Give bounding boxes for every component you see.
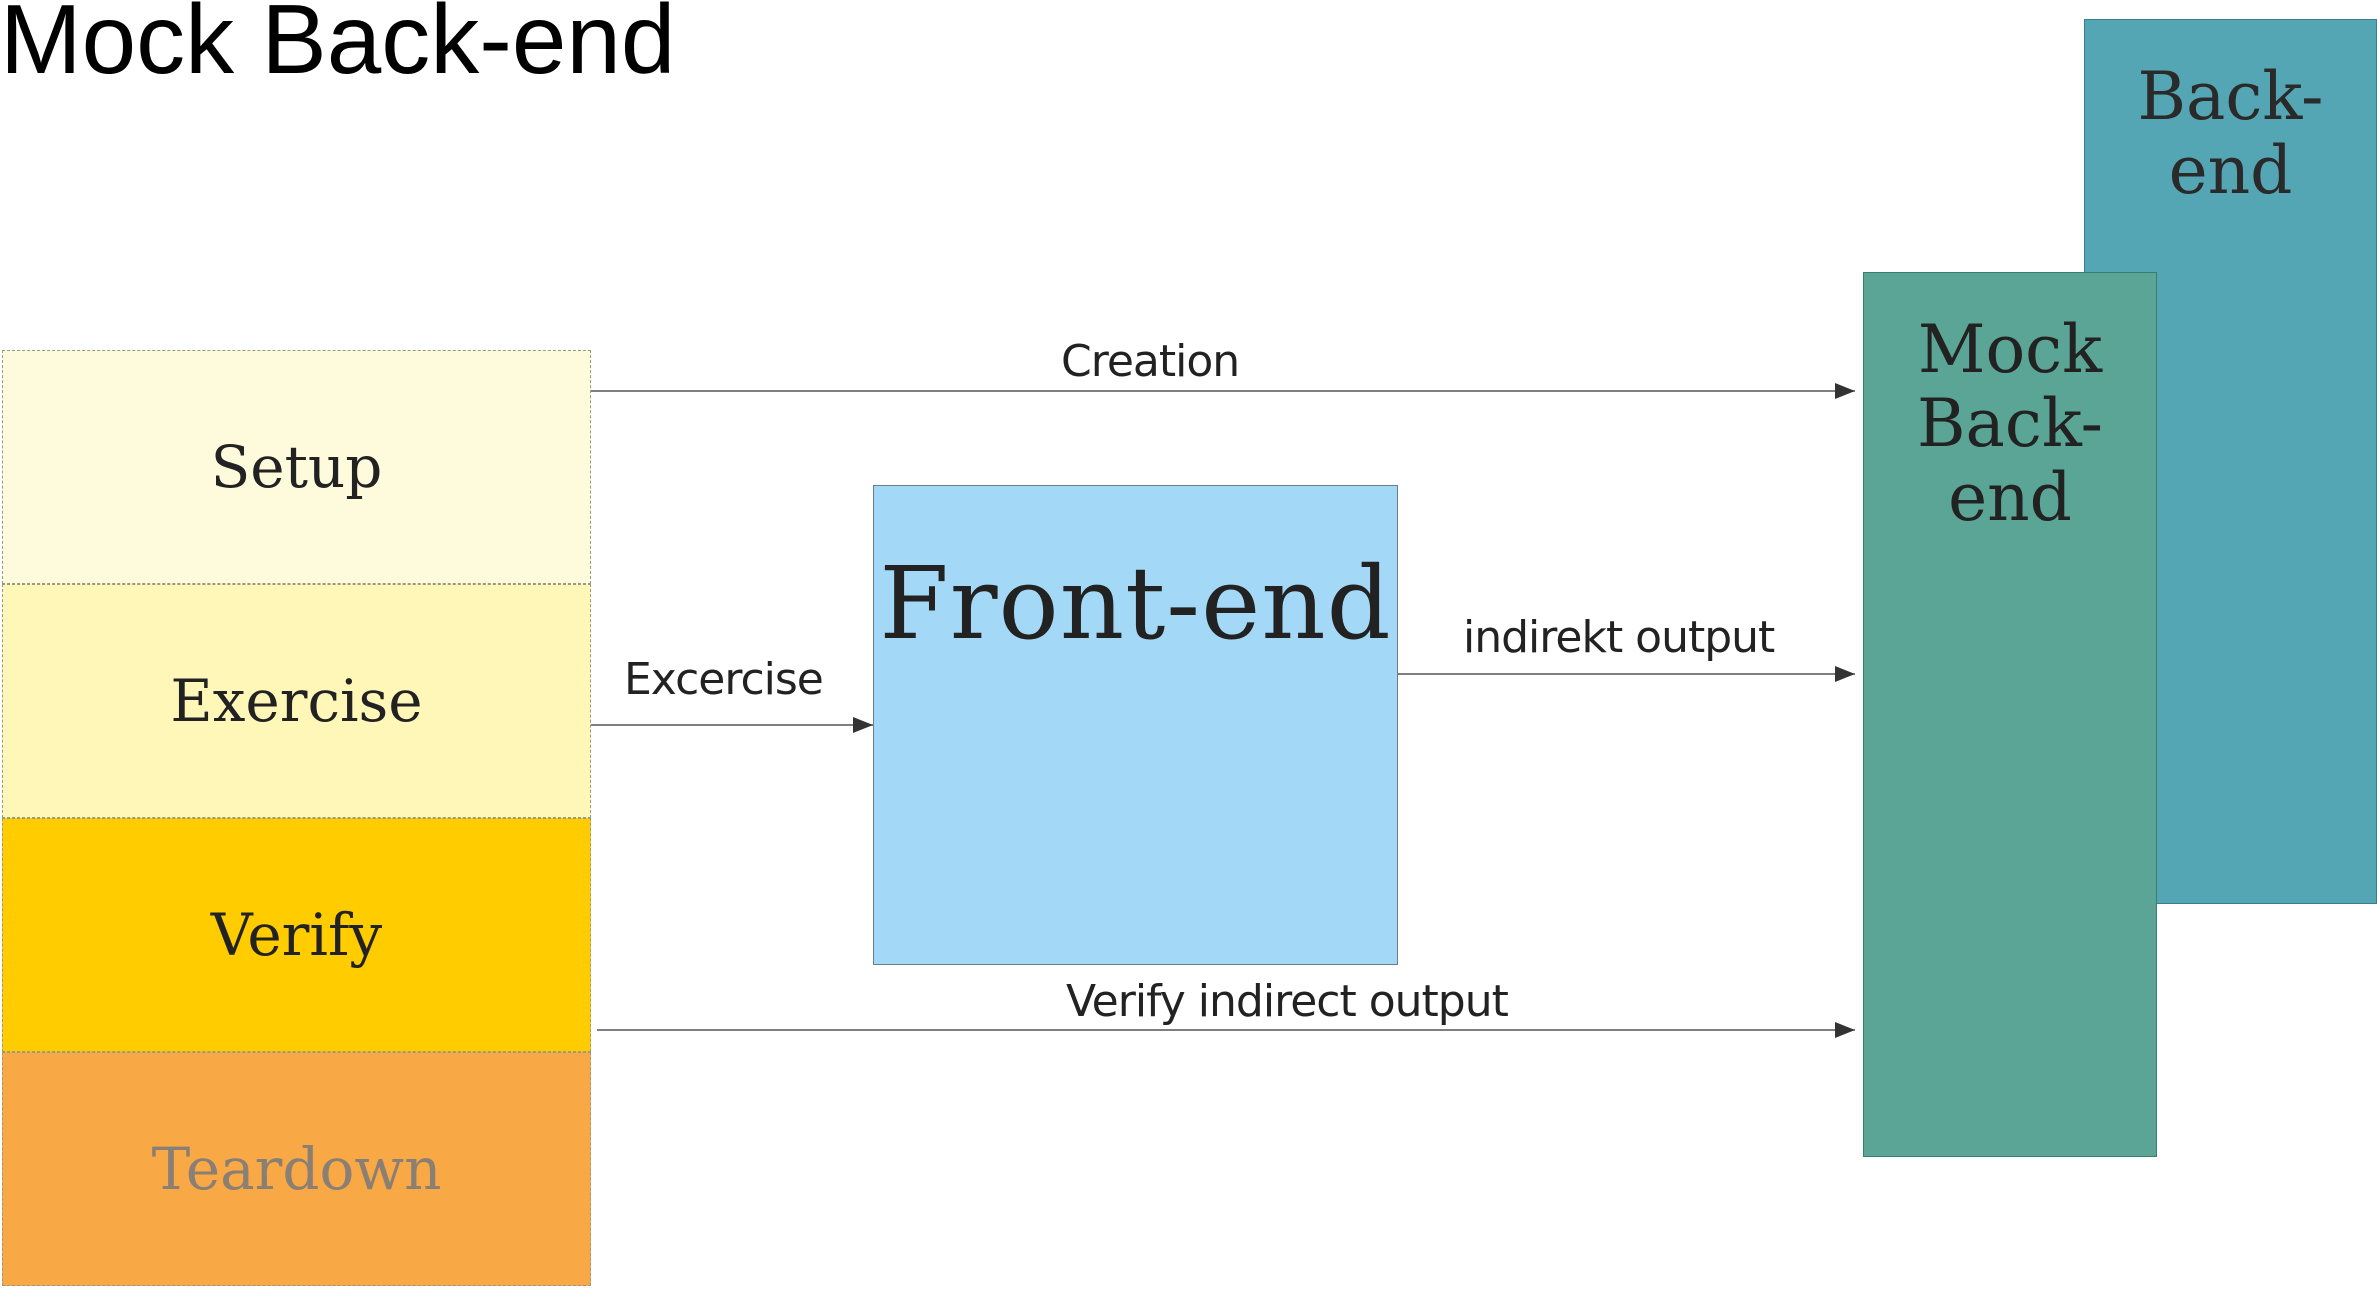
phase-setup: Setup — [2, 350, 591, 584]
phase-setup-label: Setup — [210, 433, 383, 501]
exercise-arrow-label: Excercise — [624, 654, 824, 705]
mock-backend-label-line-2: Back- — [1917, 385, 2103, 462]
frontend-box: Front-end — [873, 485, 1398, 965]
phase-exercise: Exercise — [2, 584, 591, 818]
indirect-output-arrow-label: indirekt output — [1463, 612, 1775, 663]
phase-teardown-label: Teardown — [151, 1135, 442, 1203]
mock-backend-label-line-3: end — [1948, 459, 2072, 536]
backend-label-line-1: Back- — [2137, 58, 2324, 135]
frontend-label: Front-end — [879, 545, 1392, 662]
phase-verify-label: Verify — [210, 901, 383, 969]
phase-exercise-label: Exercise — [170, 667, 423, 735]
diagram-title: Mock Back-end — [0, 0, 676, 94]
mock-backend-box: Mock Back- end — [1863, 272, 2157, 1157]
backend-label-line-2: end — [2168, 132, 2293, 209]
phase-verify: Verify — [2, 818, 591, 1052]
phase-teardown: Teardown — [2, 1052, 591, 1286]
creation-arrow-label: Creation — [1061, 336, 1240, 387]
verify-indirect-output-arrow-label: Verify indirect output — [1066, 976, 1509, 1027]
mock-backend-label-line-1: Mock — [1917, 311, 2103, 388]
